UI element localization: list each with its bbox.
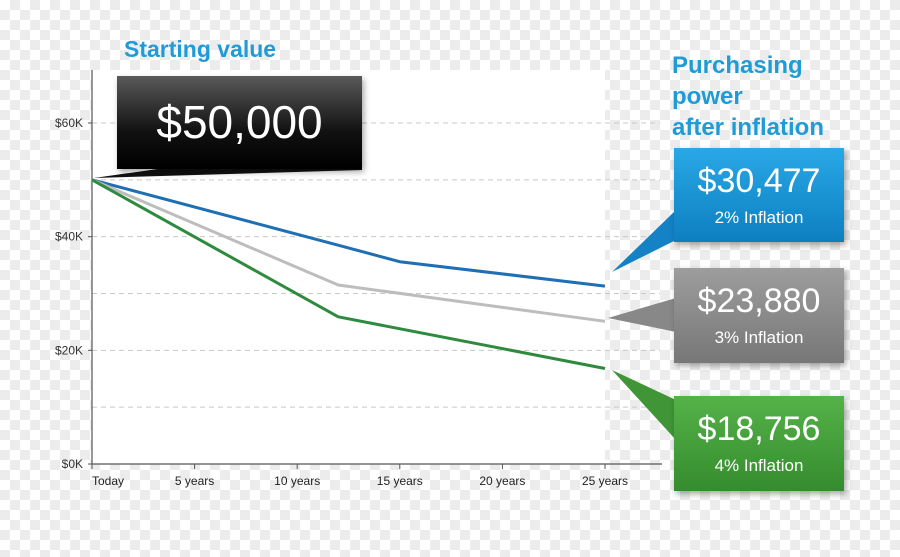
pp-heading-line: Purchasing	[672, 52, 803, 79]
series-lines	[91, 178, 606, 370]
pp-heading-line: power	[672, 83, 743, 110]
starting-value-heading: Starting value	[124, 36, 277, 62]
y-tick-label: $40K	[55, 230, 83, 244]
purchasing-power-heading: Purchasing power after inflation	[672, 50, 892, 143]
callout-3pct: $23,880 3% Inflation	[674, 268, 844, 363]
y-tick-label: $20K	[55, 343, 83, 357]
callout-value: $30,477	[697, 162, 821, 200]
axes	[88, 70, 662, 469]
series-line-infl3	[91, 178, 606, 323]
x-tick-label: 5 years	[175, 474, 214, 488]
y-tick-label: $60K	[55, 116, 83, 130]
callout-label: 2% Inflation	[714, 208, 804, 227]
x-tick-label: 10 years	[274, 474, 320, 488]
tick-labels: $0K $20K $40K $60K Today 5 years 10 years 15 ye…	[55, 116, 628, 488]
starting-value-callout: $50,000	[117, 76, 362, 169]
x-tick-label: Today	[92, 474, 124, 488]
series-line-infl4	[91, 178, 606, 370]
x-tick-label: 25 years	[582, 474, 628, 488]
starting-value-amount: $50,000	[156, 96, 323, 148]
y-tick-label: $0K	[62, 457, 83, 471]
series-line-infl2	[91, 178, 606, 288]
callout-4pct: $18,756 4% Inflation	[674, 396, 844, 491]
callout-value: $18,756	[697, 410, 821, 448]
pointer-2pct	[612, 210, 676, 272]
pointer-3pct	[608, 298, 676, 332]
callout-label: 3% Inflation	[714, 328, 804, 347]
pointer-4pct	[612, 370, 676, 440]
callout-label: 4% Inflation	[714, 456, 804, 475]
x-tick-label: 20 years	[479, 474, 525, 488]
callout-value: $23,880	[697, 282, 821, 320]
x-tick-label: 15 years	[377, 474, 423, 488]
callout-2pct: $30,477 2% Inflation	[674, 148, 844, 242]
pp-heading-line: after inflation	[672, 114, 825, 141]
